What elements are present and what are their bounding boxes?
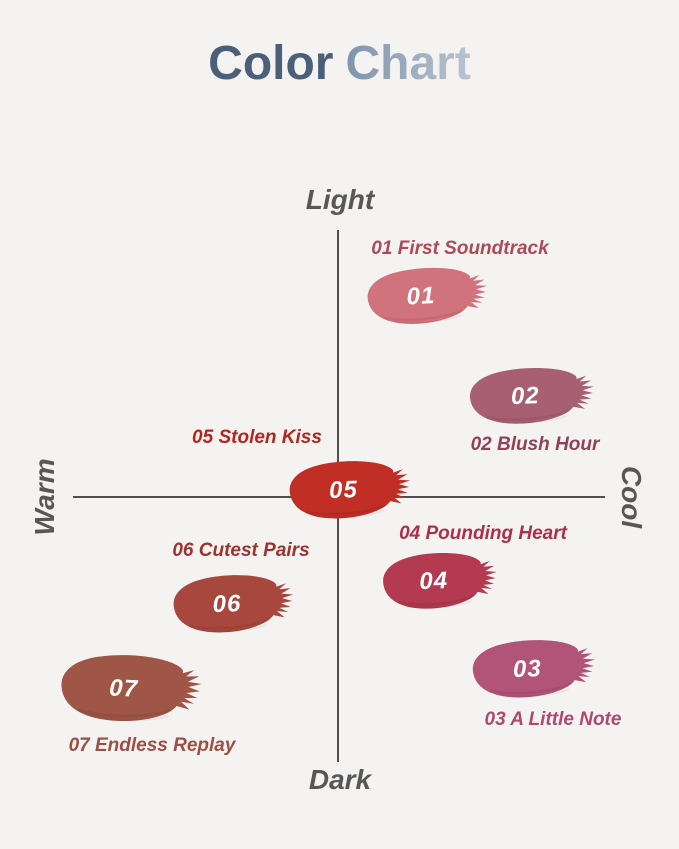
swatch-number: 05	[328, 476, 359, 505]
paint-smear	[173, 575, 294, 633]
swatch-03-a-little-note: 03	[462, 632, 604, 709]
swatch-label-02: 02 Blush Hour	[470, 434, 600, 455]
swatch-02-blush-hour: 02	[459, 360, 603, 435]
title-part2: Chart	[345, 37, 471, 90]
paint-smear	[367, 267, 488, 324]
swatch-label-06: 06 Cutest Pairs	[172, 540, 310, 561]
paint-smear	[61, 655, 202, 722]
paint-smear	[289, 461, 411, 519]
swatch-number: 03	[512, 655, 543, 684]
swatch-number: 04	[418, 567, 449, 596]
swatch-number: 01	[405, 281, 437, 311]
swatch-01-first-soundtrack: 01	[356, 258, 496, 335]
paint-smear	[472, 640, 596, 698]
smear-shape	[173, 575, 294, 633]
paint-smear	[383, 553, 497, 609]
axis-label-cool: Cool	[616, 465, 647, 529]
axis-label-light: Light	[305, 184, 375, 215]
page-title: Color Chart	[0, 36, 679, 91]
swatch-label-03: 03 A Little Note	[484, 709, 622, 730]
smear-shape	[383, 553, 497, 609]
smear-shape	[472, 640, 596, 698]
swatch-07-endless-replay: 07	[48, 644, 212, 736]
axis-label-warm: Warm	[29, 458, 60, 536]
smear-shape	[367, 267, 488, 324]
smear-shape	[61, 655, 202, 722]
swatch-number: 06	[212, 590, 242, 619]
smear-shape	[469, 368, 594, 424]
swatch-number: 07	[108, 674, 139, 703]
paint-smear	[469, 368, 594, 424]
swatch-label-01: 01 First Soundtrack	[371, 238, 549, 259]
axis-label-dark: Dark	[308, 764, 372, 795]
swatch-label-04: 04 Pounding Heart	[399, 523, 567, 544]
swatch-label-07: 07 Endless Replay	[68, 735, 236, 756]
swatch-05-stolen-kiss: 05	[279, 453, 419, 530]
title-part1: Color	[208, 37, 334, 90]
swatch-number: 02	[510, 382, 541, 411]
swatch-04-pounding-heart: 04	[373, 545, 505, 619]
swatch-label-05: 05 Stolen Kiss	[192, 427, 322, 448]
smear-shape	[289, 461, 411, 519]
swatch-06-cutest-pairs: 06	[163, 567, 302, 644]
